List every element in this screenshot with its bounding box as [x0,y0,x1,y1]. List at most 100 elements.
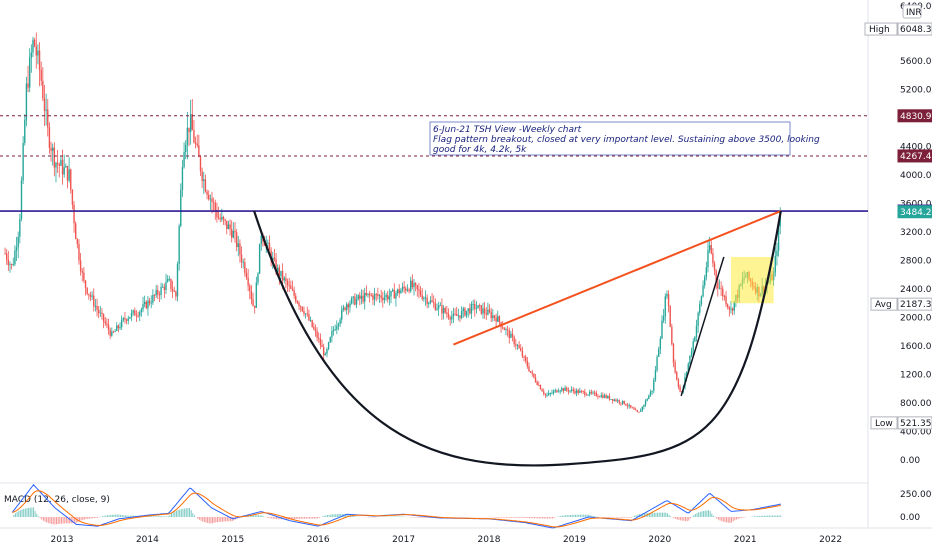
candle-body [120,319,123,328]
candle-body [276,267,279,273]
candle-body [777,226,780,251]
candle-body [117,325,120,328]
candle-body [303,310,305,315]
candle-body [47,109,49,128]
candle-body [656,356,658,371]
annotation-line: Flag pattern breakout, closed at very im… [433,135,820,145]
candle-body [521,350,524,357]
candle-body [298,302,300,307]
candle-body [636,410,639,412]
candle-body [73,204,75,224]
candle-body [63,167,65,175]
candle-body [685,371,688,378]
candle-body [478,305,481,307]
candle-body [654,370,657,381]
candle-body [296,301,299,303]
candle-body [666,294,668,297]
candle-body [454,313,456,315]
candle-body [702,285,704,297]
candle-body [226,220,228,230]
candle-body [375,294,377,295]
annotation-line: good for 4k, 4.2k, 5k [433,145,527,155]
candle-body [224,219,226,221]
candle-body [574,391,576,394]
candle-body [649,391,652,396]
candle-body [520,348,522,351]
price-tag-box [897,416,932,430]
candle-body [510,333,512,339]
candle-body [314,329,317,332]
candle-body [112,331,115,333]
candle-body [424,297,427,299]
candle-body [405,288,407,291]
candle-body [774,255,777,273]
candle-body [162,286,164,288]
candle-body [506,329,509,331]
candle-body [252,299,254,306]
candle-body [194,142,197,144]
candle-body [475,308,478,310]
candle-body [255,282,258,308]
candle-body [191,114,193,131]
candle-body [129,317,131,319]
currency-label: INR [906,8,922,18]
x-tick-label: 2022 [819,535,842,545]
candle-body [355,299,358,305]
candle-body [549,393,552,394]
candle-body [524,356,527,361]
candle-body [625,404,627,406]
candle-body [324,353,327,356]
candle-body [280,270,282,277]
candle-body [372,295,374,300]
candle-body [364,293,366,302]
macd-label: MACD (12, 26, close, 9) [4,495,110,505]
candle-body [621,400,624,404]
candle-body [329,337,331,343]
candle-body [165,281,167,290]
candle-body [579,390,581,393]
candle-body [380,295,382,299]
candle-body [531,372,533,374]
macd-tick-label: 0.00 [900,513,920,523]
candle-body [456,314,458,316]
candle-body [618,400,620,403]
candle-body [88,293,90,295]
price-tag-value: 2187.35 [900,300,932,310]
candle-body [378,295,381,297]
candle-body [70,169,72,190]
candle-body [436,308,438,310]
x-tick-label: 2021 [734,535,757,545]
candle-body [71,189,74,205]
price-tag-value: 521.35 [900,419,932,429]
candle-body [286,281,289,286]
candle-body [58,164,60,166]
candle-body [345,304,348,311]
candle-body [114,330,116,332]
candle-body [452,313,455,317]
candle-body [715,270,717,282]
candle-body [183,152,185,168]
candle-body [391,289,394,292]
candle-body [76,239,79,245]
candle-body [367,293,369,295]
candle-body [638,411,640,413]
candle-body [157,289,159,295]
candle-body [89,294,92,297]
candle-body [610,399,612,400]
price-tag-label-box [870,416,898,430]
candle-body [569,390,571,392]
candle-body [561,388,563,391]
candle-body [733,301,735,311]
candle-body [398,289,400,294]
candle-body [605,395,607,398]
candle-body [316,331,318,338]
candle-body [204,179,207,192]
candle-body [459,315,461,318]
candle-body [648,395,650,400]
candle-body [326,349,328,354]
candle-body [421,295,423,299]
candle-body [393,289,395,299]
candle-body [429,300,432,303]
candle-body [651,390,653,392]
candle-body [247,277,249,286]
